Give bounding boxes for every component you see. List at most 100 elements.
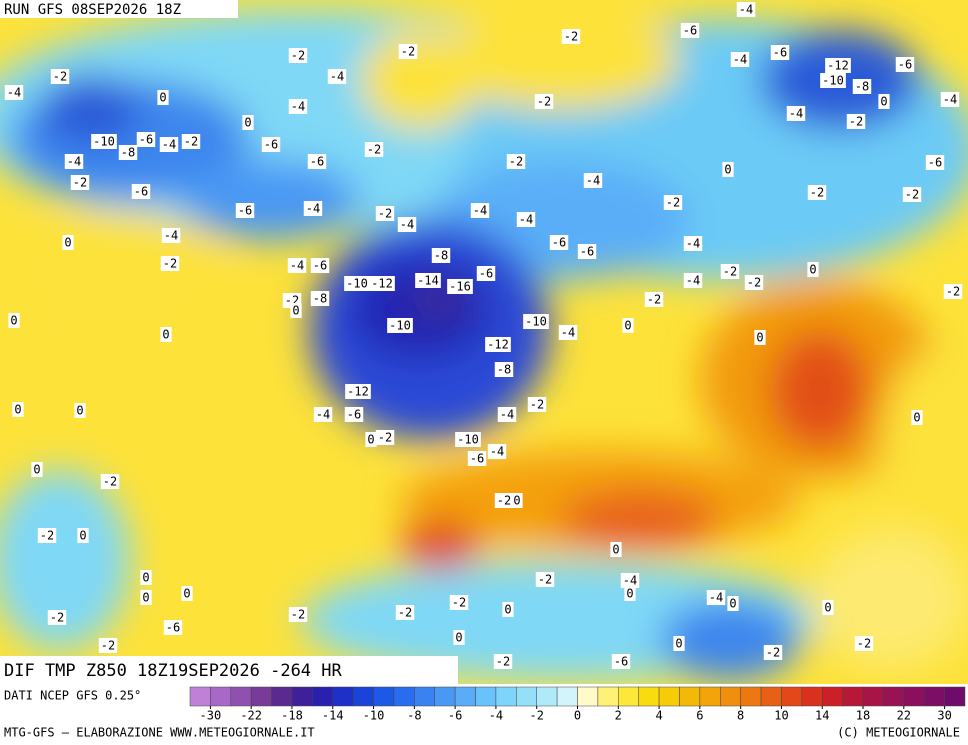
- contour-label-bg: [511, 493, 523, 508]
- contour-label-bg: [365, 432, 377, 447]
- contour-label: -2: [401, 45, 415, 59]
- contour-label-bg: [47, 610, 67, 625]
- contour-label-bg: [720, 264, 740, 279]
- contour-label: 0: [183, 587, 190, 601]
- contour-label: -10: [457, 433, 479, 447]
- contour-label-bg: [680, 23, 700, 38]
- contour-label: -2: [73, 176, 87, 190]
- contour-label-bg: [157, 90, 169, 105]
- contour-label: -2: [810, 186, 824, 200]
- contour-label-bg: [516, 212, 536, 227]
- contour-label-bg: [118, 145, 138, 160]
- colorbar-tick-label: 8: [737, 709, 744, 723]
- contour-label: -2: [367, 143, 381, 157]
- contour-label: -2: [452, 596, 466, 610]
- contour-label-bg: [549, 235, 569, 250]
- colorbar-tick-label: 30: [937, 709, 951, 723]
- contour-label: -2: [291, 49, 305, 63]
- colorbar-swatch: [475, 686, 497, 707]
- contour-label-bg: [344, 407, 364, 422]
- contour-label-bg: [4, 85, 24, 100]
- contour-label-bg: [736, 2, 756, 17]
- contour-label-bg: [77, 528, 89, 543]
- contour-label: -2: [564, 30, 578, 44]
- contour-label: -6: [139, 133, 153, 147]
- contour-label: 0: [367, 433, 374, 447]
- colorbar-tick-label: 4: [655, 709, 662, 723]
- contour-label-bg: [558, 325, 578, 340]
- contour-label-bg: [925, 155, 945, 170]
- contour-label-bg: [493, 654, 513, 669]
- contour-label: 0: [913, 411, 920, 425]
- contour-label-bg: [455, 432, 481, 447]
- contour-label: 0: [455, 631, 462, 645]
- contour-label: -2: [747, 276, 761, 290]
- contour-label: -10: [389, 319, 411, 333]
- contour-label-bg: [160, 256, 180, 271]
- colorbar-tick-label: 6: [696, 709, 703, 723]
- colorbar-swatch: [516, 686, 537, 707]
- colorbar-tick-label: -30: [200, 709, 222, 723]
- contour-label: -2: [184, 135, 198, 149]
- contour-label: -2: [537, 95, 551, 109]
- contour-label: 0: [809, 263, 816, 277]
- contour-label: 0: [612, 543, 619, 557]
- contour-label: -4: [291, 100, 305, 114]
- contour-label-bg: [644, 292, 664, 307]
- contour-label-bg: [235, 203, 255, 218]
- contour-label: -4: [7, 86, 21, 100]
- colorbar-swatch: [414, 686, 435, 707]
- contour-label-bg: [100, 474, 120, 489]
- contour-label: -6: [264, 138, 278, 152]
- contour-label: -4: [162, 138, 176, 152]
- contour-label-bg: [163, 620, 183, 635]
- contour-label: 0: [162, 328, 169, 342]
- colorbar-swatch: [781, 686, 803, 707]
- contour-label: -2: [666, 196, 680, 210]
- contour-label: -4: [623, 574, 637, 588]
- colorbar-swatch: [373, 686, 395, 707]
- contour-label-bg: [140, 570, 152, 585]
- contour-label-bg: [395, 605, 415, 620]
- contour-label: -6: [552, 236, 566, 250]
- contour-label-bg: [902, 187, 922, 202]
- contour-label: -8: [313, 292, 327, 306]
- contour-label: -4: [500, 408, 514, 422]
- colorbar-swatch: [577, 686, 599, 707]
- contour-label-bg: [62, 235, 74, 250]
- contour-label-bg: [820, 73, 846, 88]
- contour-label-bg: [398, 44, 418, 59]
- contour-label: -10: [346, 277, 368, 291]
- contour-label-bg: [940, 92, 960, 107]
- contour-label: 0: [142, 591, 149, 605]
- contour-label-bg: [611, 654, 631, 669]
- contour-label-bg: [375, 430, 395, 445]
- colorbar-swatch: [434, 686, 456, 707]
- contour-label: 0: [880, 95, 887, 109]
- run-title: RUN GFS 08SEP2026 18Z: [4, 2, 181, 18]
- contour-label: -2: [647, 293, 661, 307]
- colorbar-swatch: [291, 686, 313, 707]
- contour-label-bg: [288, 48, 308, 63]
- contour-label-bg: [369, 276, 395, 291]
- contour-label: -4: [316, 408, 330, 422]
- contour-labels: -4-6-2-2 -2-4-2-4 0-40-2-4 -6-12 -6-10 -80 -4-…: [4, 2, 963, 669]
- contour-label: -4: [561, 326, 575, 340]
- contour-label: -2: [53, 70, 67, 84]
- header-box: [0, 0, 238, 18]
- contour-label-bg: [854, 636, 874, 651]
- contour-label-bg: [327, 69, 347, 84]
- contour-label-bg: [31, 462, 43, 477]
- colorbar-swatch: [454, 686, 476, 707]
- contour-label: -2: [946, 285, 960, 299]
- contour-label-bg: [485, 337, 511, 352]
- contour-label-bg: [288, 607, 308, 622]
- contour-label: -4: [739, 3, 753, 17]
- contour-label-bg: [181, 134, 201, 149]
- contour-label: -10: [93, 135, 115, 149]
- contour-label-bg: [807, 185, 827, 200]
- contour-label: 0: [142, 571, 149, 585]
- contour-label: -4: [306, 202, 320, 216]
- contour-label-bg: [12, 402, 24, 417]
